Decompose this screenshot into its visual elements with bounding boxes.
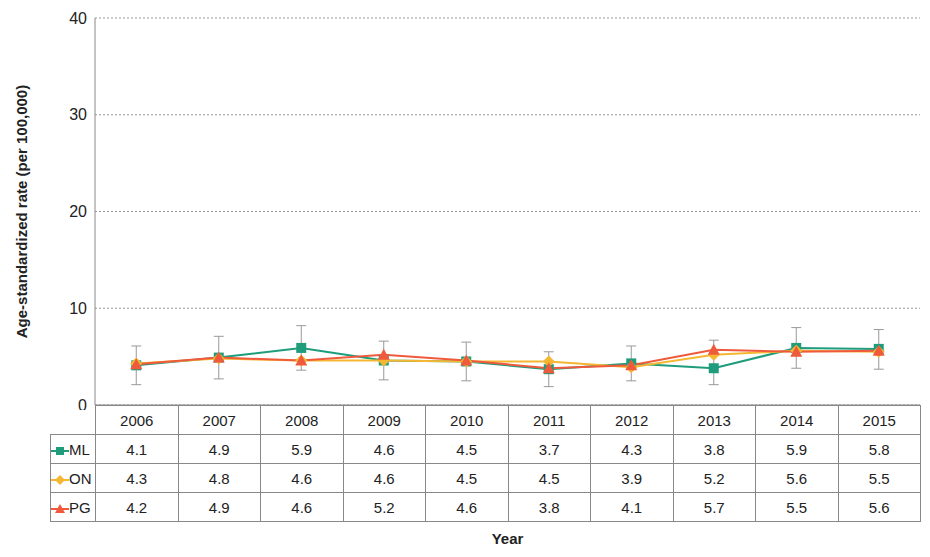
html-text:2014: 2014 <box>780 411 814 429</box>
html-text:3.7: 3.7 <box>538 440 560 458</box>
html-text:5.6: 5.6 <box>868 498 890 516</box>
html-text:2013: 2013 <box>697 411 731 429</box>
html-text:4.8: 4.8 <box>208 469 230 487</box>
html-text:2008: 2008 <box>285 411 319 429</box>
svg-text:30: 30 <box>69 106 87 123</box>
html-text:3.8: 3.8 <box>703 440 725 458</box>
html-text:4.5: 4.5 <box>538 469 560 487</box>
html-text:4.6: 4.6 <box>373 440 395 458</box>
html-text:5.5: 5.5 <box>786 498 808 516</box>
html-text:2015: 2015 <box>862 411 896 429</box>
html-text:2012: 2012 <box>615 411 649 429</box>
html-text:4.1: 4.1 <box>621 498 643 516</box>
html-text:4.3: 4.3 <box>126 469 148 487</box>
html-text:Year: Year <box>491 530 524 547</box>
html-text:4.6: 4.6 <box>291 498 313 516</box>
html-text:ON: ON <box>69 469 92 487</box>
html-text:2006: 2006 <box>120 411 154 429</box>
svg-text:40: 40 <box>69 10 87 27</box>
html-text:5.8: 5.8 <box>868 440 890 458</box>
html-text:4.6: 4.6 <box>291 469 313 487</box>
html-text:5.9: 5.9 <box>786 440 808 458</box>
svg-text:20: 20 <box>69 203 87 220</box>
html-text:5.2: 5.2 <box>703 469 725 487</box>
svg-text:0: 0 <box>78 397 87 410</box>
html-text:4.5: 4.5 <box>456 469 478 487</box>
html-text:2010: 2010 <box>450 411 484 429</box>
html-text:5.7: 5.7 <box>703 498 725 516</box>
html-text:2011: 2011 <box>533 411 566 429</box>
html-text:4.6: 4.6 <box>373 469 395 487</box>
html-text:2009: 2009 <box>367 411 401 429</box>
html-text:5.9: 5.9 <box>291 440 313 458</box>
html-text:PG: PG <box>69 498 91 516</box>
html-text:5.5: 5.5 <box>868 469 890 487</box>
html-text:4.9: 4.9 <box>208 498 230 516</box>
html-text:4.9: 4.9 <box>208 440 230 458</box>
html-text:4.6: 4.6 <box>456 498 478 516</box>
html-text:4.2: 4.2 <box>126 498 148 516</box>
html-text:3.8: 3.8 <box>538 498 560 516</box>
html-text:2007: 2007 <box>202 411 236 429</box>
html-text:4.5: 4.5 <box>456 440 478 458</box>
html-text:4.1: 4.1 <box>126 440 148 458</box>
html-text:5.2: 5.2 <box>373 498 395 516</box>
svg-text:Age-standardized rate (per 100: Age-standardized rate (per 100,000) <box>13 85 30 338</box>
html-text:ML: ML <box>69 440 90 458</box>
html-text:5.6: 5.6 <box>786 469 808 487</box>
html-text:4.3: 4.3 <box>621 440 643 458</box>
svg-text:10: 10 <box>69 300 87 317</box>
html-text:3.9: 3.9 <box>621 469 643 487</box>
